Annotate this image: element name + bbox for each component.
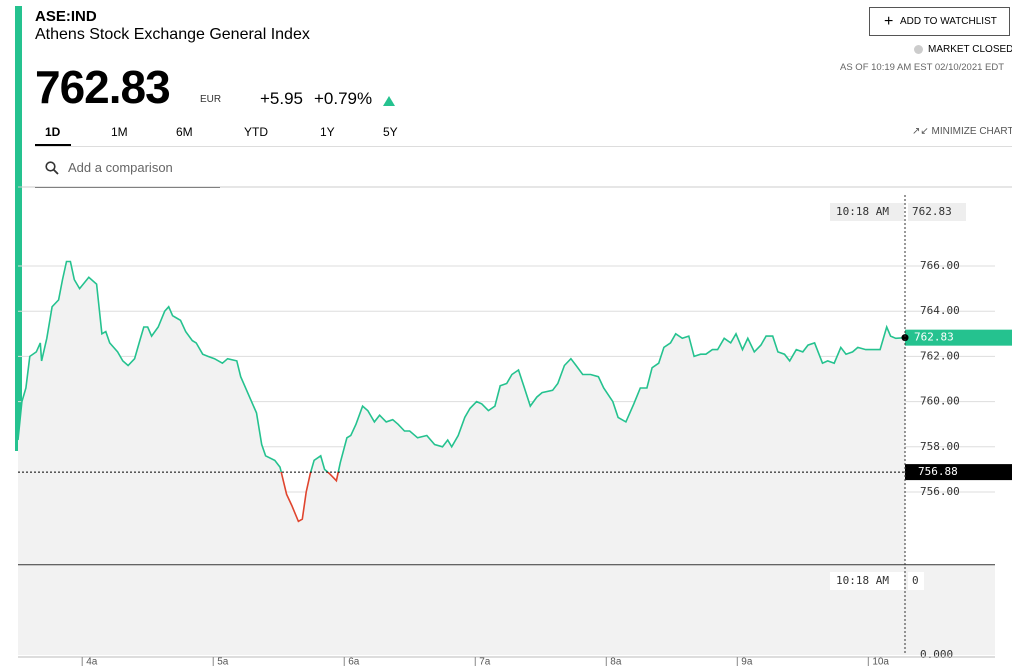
crosshair-value: 762.83 [912, 205, 952, 218]
plus-icon: + [884, 13, 894, 30]
price: 762.83 [35, 61, 171, 113]
volume-time: 10:18 AM [836, 574, 889, 587]
crosshair-time-box [830, 203, 904, 221]
x-tick-label: 9a [741, 657, 753, 668]
volume-value: 0 [912, 574, 919, 587]
minimize-label: MINIMIZE CHART [931, 126, 1012, 137]
volume-value-box [908, 572, 924, 590]
comparison-placeholder: Add a comparison [68, 160, 173, 175]
y-tick-label: 756.00 [920, 485, 960, 498]
watchlist-button[interactable]: + ADD TO WATCHLIST [869, 7, 1010, 36]
y-tick-label: 764.00 [920, 304, 960, 317]
last-point [901, 334, 909, 342]
crosshair-time: 10:18 AM [836, 205, 889, 218]
change-pct: +0.79% [314, 89, 373, 108]
x-tick-label: 6a [348, 657, 360, 668]
range-tab[interactable]: 1D [45, 125, 61, 139]
x-tick-label: 5a [217, 657, 229, 668]
change: +5.95 [260, 89, 304, 108]
accent-bar [15, 6, 22, 451]
last-badge [905, 329, 1012, 346]
y-tick-label: 766.00 [920, 259, 960, 272]
volume-time-box [830, 572, 904, 590]
range-tab[interactable]: 6M [176, 125, 193, 139]
tab-divider [35, 146, 1012, 147]
active-tab-underline [35, 144, 71, 147]
crosshair-value-box [908, 203, 966, 221]
as-of: AS OF 10:19 AM EST 02/10/2021 EDT [840, 62, 1005, 73]
x-tick-label: 7a [479, 657, 491, 668]
currency: EUR [200, 94, 222, 105]
up-arrow [383, 96, 395, 106]
search-icon [45, 161, 59, 175]
status-dot [914, 45, 923, 54]
range-tab[interactable]: 1M [111, 125, 128, 139]
range-tab[interactable]: 5Y [383, 125, 398, 139]
ticker: ASE:IND [35, 8, 97, 25]
market-status: MARKET CLOSED [928, 44, 1012, 55]
range-tab[interactable]: 1Y [320, 125, 335, 139]
volume-tick-label: 0.000 [920, 648, 953, 661]
y-tick-label: 762.00 [920, 349, 960, 362]
y-tick-label: 758.00 [920, 440, 960, 453]
x-tick-label: 10a [872, 657, 889, 668]
range-tab[interactable]: YTD [244, 125, 268, 139]
x-tick-label: 4a [86, 657, 98, 668]
price-line [17, 260, 906, 523]
last-label: 762.83 [914, 331, 954, 344]
index-name: Athens Stock Exchange General Index [35, 26, 310, 43]
minimize-button[interactable]: ↗↙ MINIMIZE CHART [912, 126, 1012, 137]
y-tick-label: 760.00 [920, 395, 960, 408]
previous-close-label: 756.88 [918, 465, 958, 478]
x-tick-label: 8a [610, 657, 622, 668]
previous-close-badge [905, 464, 1012, 481]
price-area [18, 261, 905, 565]
watchlist-label: ADD TO WATCHLIST [900, 16, 997, 27]
